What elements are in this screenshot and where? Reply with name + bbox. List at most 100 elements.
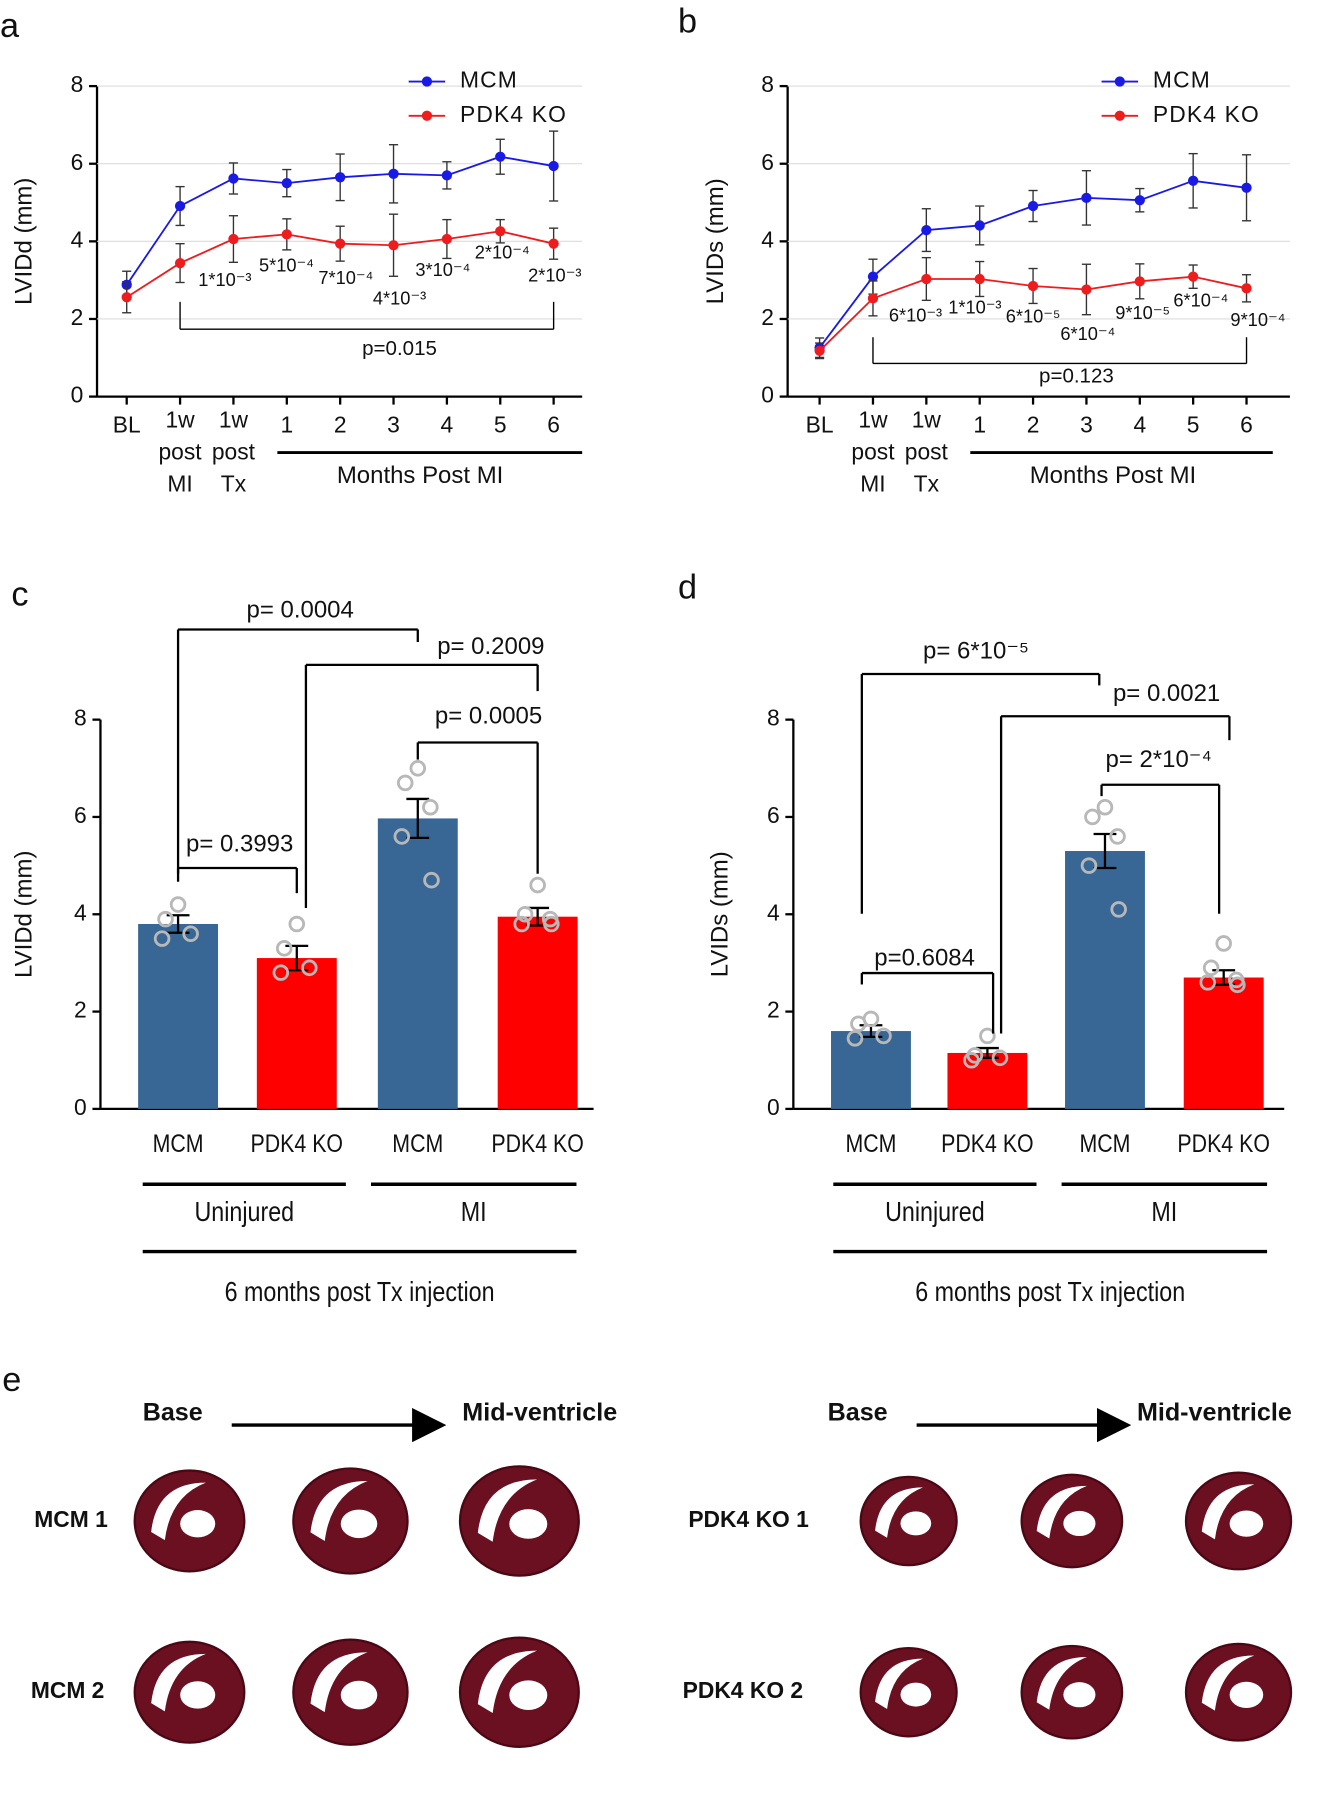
p-annotation: p= 0.3993	[186, 831, 293, 858]
data-point	[1110, 901, 1127, 918]
legend-label: PDK4 KO	[1153, 101, 1260, 127]
data-point	[388, 240, 399, 251]
y-tick-label: 6	[761, 149, 774, 175]
y-tick-label: 2	[761, 304, 774, 330]
data-point	[335, 172, 346, 183]
x-tick-label: 1w post Tx	[212, 407, 256, 497]
data-point	[495, 226, 506, 237]
data-point	[174, 200, 186, 212]
p-annotation: p= 2*10⁻⁴	[1105, 746, 1211, 773]
lumen	[509, 1680, 548, 1711]
x-tick-label: MCM	[153, 1129, 204, 1157]
y-tick-label: 0	[761, 382, 774, 408]
x-tick-label-line: MI	[167, 471, 192, 497]
data-point	[846, 1030, 864, 1047]
x-tick-label-line: post	[905, 439, 949, 465]
y-tick-label: 4	[767, 899, 780, 925]
data-point	[1188, 175, 1199, 186]
ventricle-cavity	[875, 1658, 924, 1709]
y-axis-title: LVIDs (mm)	[707, 851, 734, 977]
ventricle-cavity	[1036, 1485, 1087, 1539]
x-tick-label-line: Tx	[914, 471, 940, 497]
p-annotation: p= 6*10⁻⁵	[923, 638, 1029, 665]
data-point	[281, 229, 292, 240]
x-tick-label: 3	[387, 411, 400, 437]
data-point	[867, 293, 879, 304]
x-tick-label: 5	[494, 411, 507, 437]
x-tick-label: 4	[441, 411, 454, 437]
ventricle-cavity	[1201, 1484, 1255, 1540]
lumen	[1229, 1510, 1264, 1537]
x-tick-label: 2	[1027, 411, 1040, 437]
y-axis-title: LVIDs (mm)	[702, 178, 729, 304]
data-point	[974, 220, 985, 231]
x-tick-label-line: post	[212, 439, 256, 465]
data-point	[153, 930, 171, 947]
y-tick-label: 4	[71, 226, 84, 252]
data-point	[495, 151, 506, 162]
data-point	[393, 828, 411, 845]
x-tick-label: 6	[1240, 411, 1253, 437]
p-annotation: 2*10⁻³	[528, 265, 581, 286]
data-point	[1109, 828, 1126, 845]
x-tick-label: PDK4 KO	[941, 1129, 1034, 1157]
bar	[138, 924, 219, 1109]
bar	[1065, 851, 1145, 1109]
x-tick-label: BL	[113, 411, 141, 437]
data-point	[1215, 935, 1232, 952]
lumen	[340, 1509, 378, 1539]
data-point	[513, 915, 530, 933]
y-tick-label: 0	[74, 1094, 87, 1120]
p-annotation: 9*10⁻⁴	[1230, 309, 1285, 330]
group-label: Uninjured	[885, 1197, 985, 1227]
legend-label: PDK4 KO	[460, 101, 567, 127]
data-point	[1027, 280, 1039, 292]
legend-marker	[421, 76, 433, 87]
x-tick-label-line: post	[158, 439, 202, 465]
x-tick-label-line: 1w	[858, 407, 888, 433]
data-point	[396, 774, 414, 792]
data-point	[1202, 959, 1220, 977]
bar	[497, 916, 578, 1109]
y-tick-label: 4	[761, 226, 774, 252]
legend-label: MCM	[460, 67, 518, 93]
x-tick-label-line: MI	[860, 471, 885, 497]
data-point	[979, 1027, 996, 1045]
data-point	[1080, 857, 1098, 874]
p-annotation: 1*10⁻³	[198, 269, 251, 290]
data-point	[301, 959, 318, 977]
p-annotation: 6*10⁻⁵	[1006, 306, 1061, 327]
p-annotation: 5*10⁻⁴	[259, 254, 314, 275]
data-point	[228, 233, 239, 245]
data-point	[157, 910, 174, 928]
x-tick-label-line: post	[851, 439, 895, 465]
y-tick-label: 2	[767, 997, 780, 1023]
data-point	[288, 915, 306, 933]
x-tick-label-line: Tx	[221, 471, 247, 497]
data-point	[814, 345, 825, 356]
y-tick-label: 8	[767, 705, 780, 731]
p-annotation: p= 0.0004	[247, 597, 354, 624]
y-axis-title: LVIDd (mm)	[10, 851, 37, 978]
y-tick-label: 2	[74, 997, 87, 1023]
data-point	[409, 760, 427, 777]
ventricle-cavity	[151, 1482, 206, 1541]
y-tick-label: 4	[74, 899, 87, 925]
section-end-label: Mid-ventricle	[462, 1398, 617, 1426]
data-point	[1188, 271, 1199, 282]
data-point	[963, 1051, 980, 1069]
lumen	[180, 1681, 216, 1709]
y-tick-label: 6	[767, 802, 780, 828]
x-axis-title: 6 months post Tx injection	[225, 1277, 495, 1307]
group-label: MI	[1151, 1197, 1177, 1227]
legend-marker	[1114, 76, 1125, 87]
section-end-label: Mid-ventricle	[1137, 1398, 1292, 1426]
data-point	[1081, 192, 1092, 204]
p-annotation: p= 0.0021	[1113, 680, 1220, 707]
panel-letter: e	[2, 1361, 21, 1399]
panel-letter: a	[0, 7, 20, 45]
y-tick-label: 6	[74, 802, 87, 828]
data-point	[1229, 976, 1246, 994]
p-annotation: 6*10⁻⁴	[1173, 290, 1228, 311]
data-point	[441, 170, 453, 181]
